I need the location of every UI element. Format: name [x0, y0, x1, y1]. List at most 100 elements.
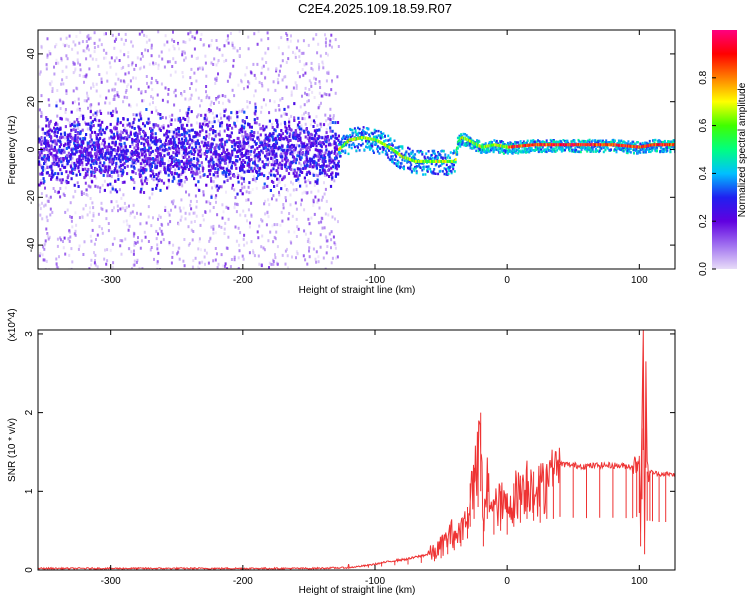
- noise-dot: [204, 61, 207, 65]
- ridge-outer: [422, 165, 425, 168]
- band-dot: [172, 140, 175, 144]
- noise-dot: [180, 215, 183, 219]
- noise-dot: [304, 86, 307, 90]
- band-dot: [48, 148, 51, 152]
- noise-dot: [328, 93, 331, 97]
- band-dot: [218, 163, 221, 167]
- band-dot: [263, 182, 266, 186]
- band-dot: [299, 157, 302, 161]
- band-dot: [39, 172, 42, 176]
- band-dot: [169, 141, 172, 145]
- ridge-outer: [491, 146, 494, 149]
- band-dot: [178, 133, 181, 137]
- noise-dot: [190, 54, 193, 58]
- noise-dot: [161, 116, 164, 119]
- noise-dot: [190, 228, 193, 232]
- ridge-outer: [519, 140, 522, 143]
- ridge-outer: [349, 136, 352, 139]
- band-dot: [89, 124, 92, 128]
- noise-dot: [223, 227, 226, 231]
- band-dot: [231, 161, 234, 164]
- band-dot: [229, 176, 232, 180]
- band-dot: [99, 123, 102, 127]
- band-dot: [177, 141, 180, 145]
- band-dot: [146, 162, 149, 166]
- band-dot: [84, 155, 87, 159]
- band-dot: [181, 169, 184, 173]
- band-dot: [172, 175, 175, 179]
- noise-dot: [216, 60, 219, 64]
- band-dot: [59, 116, 62, 120]
- band-dot: [45, 144, 48, 148]
- noise-dot: [84, 50, 87, 54]
- band-dot: [324, 159, 327, 163]
- band-dot: [43, 136, 46, 140]
- ridge-outer: [409, 168, 412, 171]
- band-dot: [171, 179, 174, 183]
- noise-dot: [214, 258, 217, 262]
- band-dot: [45, 142, 48, 146]
- noise-dot: [213, 57, 216, 61]
- ridge-outer: [365, 127, 368, 130]
- noise-dot: [56, 89, 59, 92]
- ridge-outer: [350, 146, 353, 150]
- band-dot: [103, 131, 106, 134]
- ridge-outer: [553, 141, 556, 144]
- noise-dot: [272, 194, 275, 198]
- noise-dot: [289, 193, 292, 197]
- noise-dot: [218, 130, 221, 134]
- noise-dot: [87, 97, 90, 101]
- band-dot: [251, 178, 255, 182]
- band-dot: [80, 161, 83, 165]
- noise-dot: [162, 124, 165, 128]
- noise-dot: [79, 30, 82, 34]
- band-dot: [212, 160, 215, 164]
- band-dot: [266, 153, 269, 157]
- noise-dot: [306, 262, 309, 266]
- band-dot: [150, 132, 153, 136]
- noise-dot: [216, 158, 219, 162]
- band-dot: [274, 160, 277, 163]
- band-dot: [177, 137, 180, 141]
- noise-dot: [122, 146, 125, 149]
- noise-dot: [44, 203, 47, 207]
- band-dot: [304, 135, 307, 139]
- band-dot: [275, 152, 278, 156]
- band-dot: [93, 130, 97, 134]
- band-dot: [69, 132, 72, 136]
- noise-dot: [72, 89, 75, 93]
- ridge-outer: [357, 134, 359, 137]
- band-dot: [131, 150, 134, 153]
- band-dot: [298, 134, 301, 137]
- ridge-outer: [451, 164, 454, 167]
- band-dot: [258, 144, 261, 148]
- noise-dot: [99, 94, 102, 98]
- band-dot: [165, 131, 168, 135]
- ridge-outer: [479, 148, 482, 152]
- ridge-outer: [504, 149, 507, 153]
- ridge-outer: [385, 152, 388, 155]
- noise-dot: [330, 158, 333, 162]
- band-dot: [325, 131, 328, 135]
- noise-dot: [272, 260, 275, 263]
- ridge-outer: [487, 148, 490, 151]
- band-dot: [254, 105, 257, 109]
- band-dot: [280, 152, 283, 156]
- band-dot: [163, 162, 166, 166]
- noise-dot: [301, 191, 304, 195]
- band-dot: [222, 166, 225, 170]
- noise-dot: [253, 73, 256, 77]
- ridge-outer: [407, 152, 410, 156]
- noise-dot: [229, 116, 232, 120]
- band-dot: [322, 142, 325, 146]
- noise-dot: [247, 198, 250, 202]
- band-dot: [143, 179, 147, 183]
- band-dot: [335, 167, 339, 171]
- noise-dot: [281, 59, 284, 63]
- band-dot: [188, 135, 191, 139]
- band-dot: [306, 150, 310, 154]
- band-dot: [156, 158, 159, 162]
- band-dot: [81, 168, 84, 172]
- noise-dot: [331, 45, 333, 49]
- band-dot: [198, 150, 201, 154]
